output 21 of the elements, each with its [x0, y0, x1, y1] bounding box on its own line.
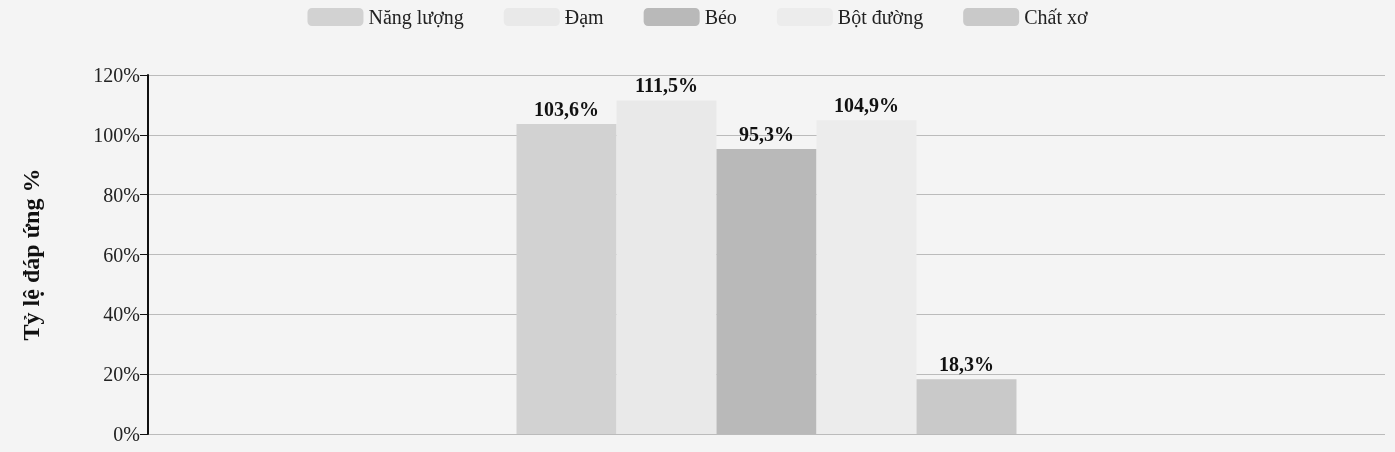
- y-tick-label: 40%: [103, 303, 140, 326]
- legend-label: Bột đường: [837, 6, 924, 29]
- y-tick-label: 20%: [103, 363, 140, 386]
- data-label: 103,6%: [534, 98, 599, 121]
- legend-label: Béo: [704, 6, 737, 28]
- data-label: 18,3%: [939, 353, 994, 376]
- y-tick-label: 80%: [103, 183, 140, 206]
- data-label: 104,9%: [834, 94, 899, 117]
- bar: [516, 124, 617, 434]
- y-axis-title: Tỷ lệ đáp ứng %: [18, 168, 44, 341]
- y-tick-label: 120%: [93, 64, 140, 86]
- legend-label: Đạm: [564, 6, 605, 28]
- data-label: 111,5%: [635, 74, 698, 97]
- y-tick-label: 100%: [93, 123, 140, 146]
- y-tick-label: 60%: [103, 243, 140, 266]
- bar: [916, 379, 1017, 434]
- legend-label: Chất xơ: [1024, 6, 1088, 28]
- y-tick-label: 0%: [113, 423, 140, 445]
- legend-label: Năng lượng: [368, 6, 464, 29]
- bar: [616, 100, 717, 434]
- data-label: 95,3%: [739, 122, 794, 145]
